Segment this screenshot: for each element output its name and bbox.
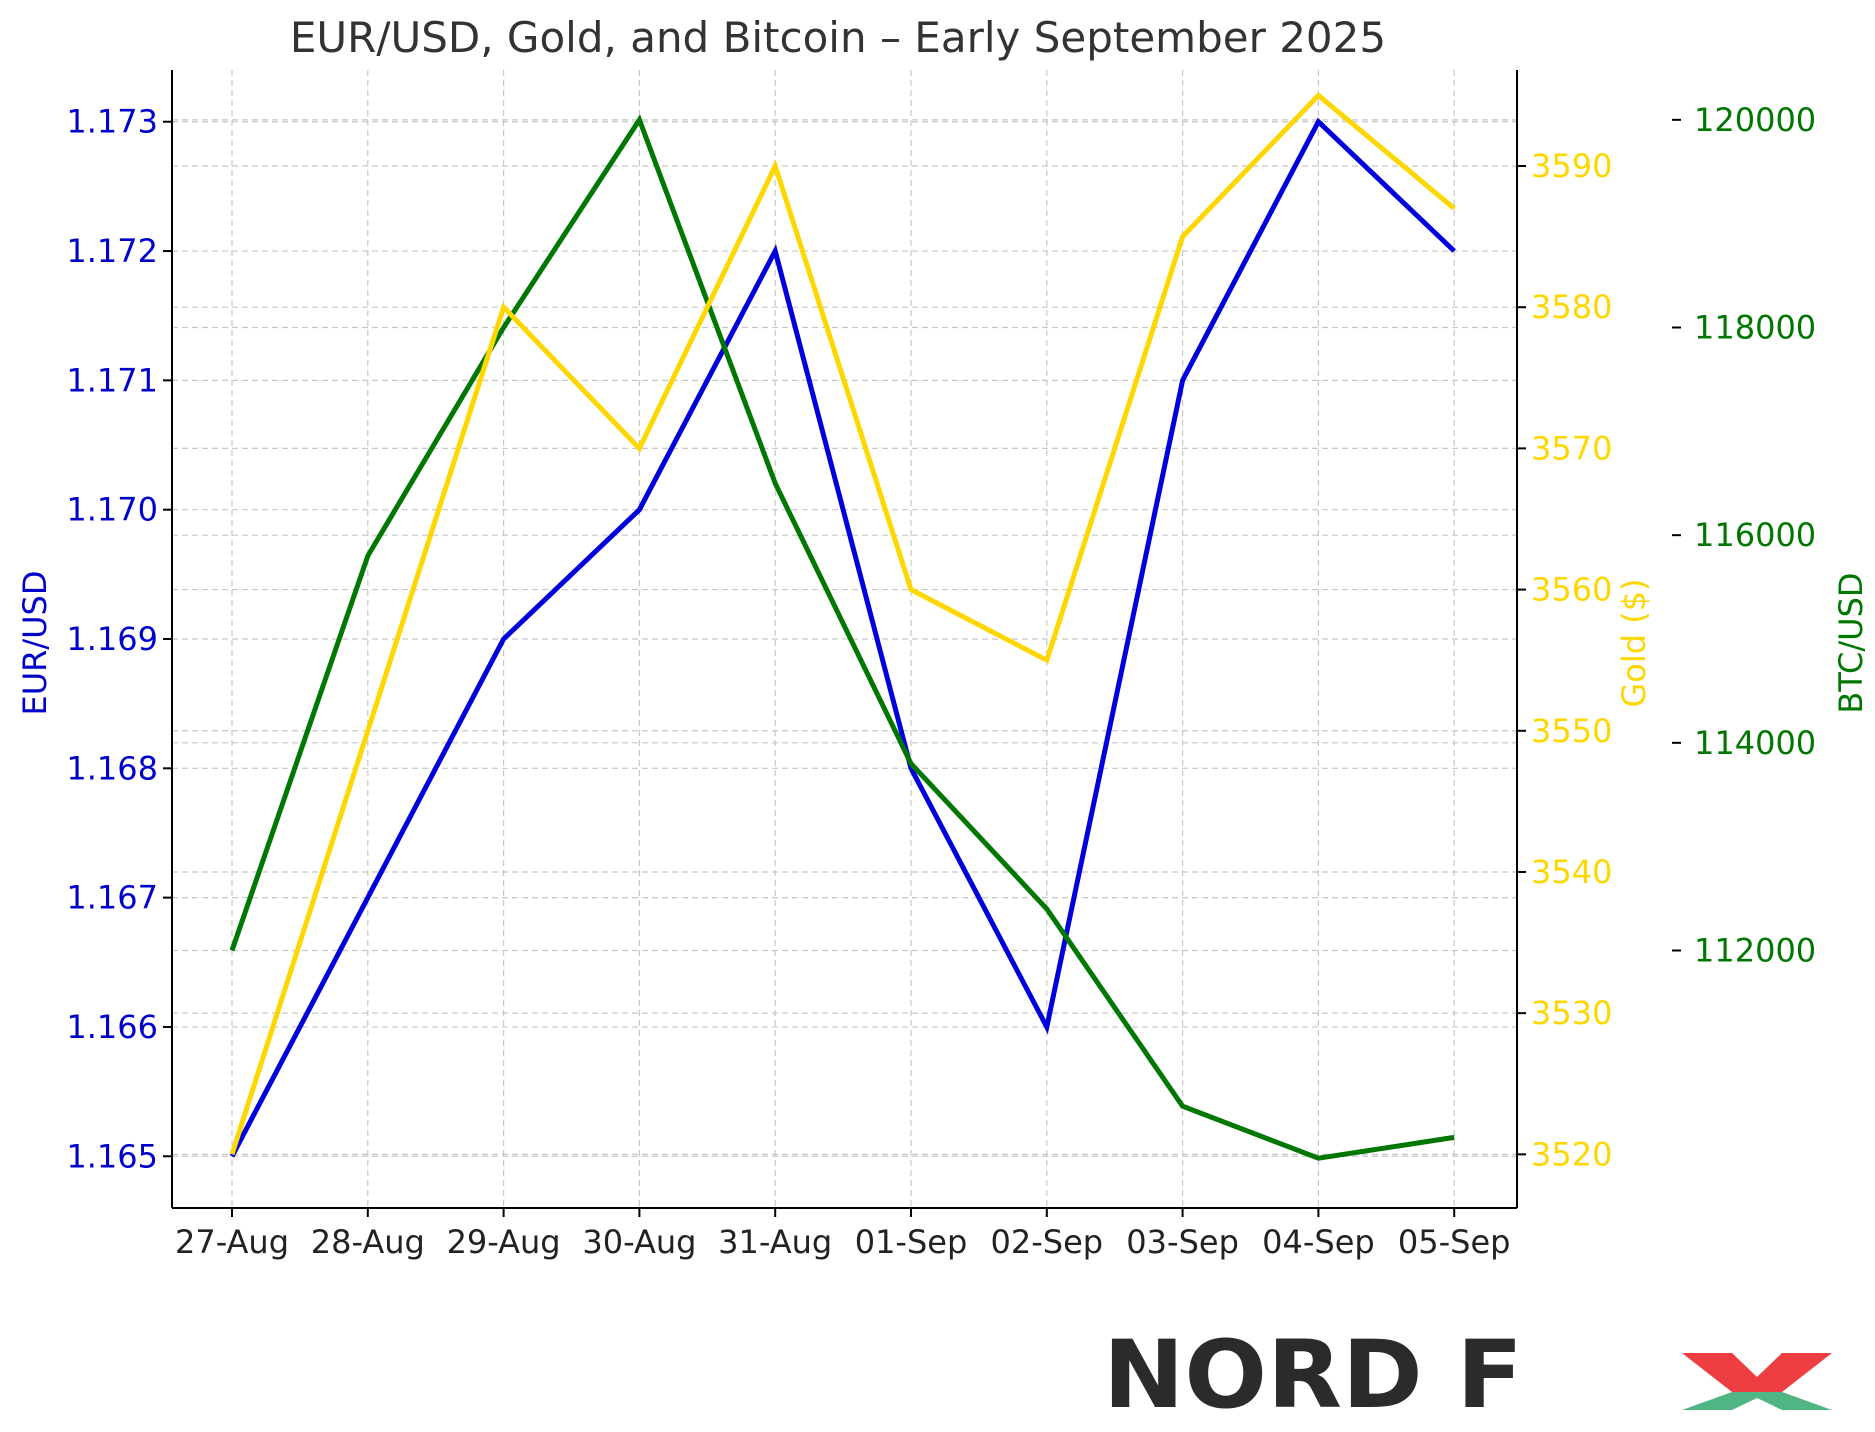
y-tick-label-gold: 3560	[1531, 571, 1612, 609]
x-tick-label: 29-Aug	[447, 1223, 561, 1261]
axes	[163, 70, 1681, 1217]
x-tick-label: 27-Aug	[175, 1223, 289, 1261]
y-tick-label-gold: 3530	[1531, 994, 1612, 1032]
y-axis-label-btc: BTC/USD	[1832, 572, 1870, 713]
y-tick-label-btc: 114000	[1694, 724, 1816, 762]
x-tick-label: 31-Aug	[718, 1223, 832, 1261]
series-lines	[229, 91, 1456, 1161]
y-tick-label-gold: 3520	[1531, 1135, 1612, 1173]
y-tick-label-gold: 3580	[1531, 288, 1612, 326]
nordfx-logo: NORD F	[1103, 1321, 1832, 1430]
y-tick-label-btc: 116000	[1694, 516, 1816, 554]
y-tick-label-eurusd: 1.170	[66, 491, 158, 529]
y-tick-label-btc: 112000	[1694, 931, 1816, 969]
x-tick-label: 04-Sep	[1262, 1223, 1375, 1261]
y-axis-label-gold: Gold ($)	[1615, 578, 1653, 707]
x-tick-label: 02-Sep	[991, 1223, 1104, 1261]
series-line-btc	[229, 114, 1455, 1161]
x-tick-label: 05-Sep	[1398, 1223, 1511, 1261]
y-axis-label-eurusd: EUR/USD	[16, 570, 54, 715]
y-tick-label-btc: 118000	[1694, 309, 1816, 347]
y-tick-label-eurusd: 1.169	[66, 620, 158, 658]
series-line-gold	[229, 91, 1456, 1156]
tick-labels: 27-Aug 28-Aug 29-Aug 30-Aug 31-Aug 01-Sep 02-S…	[66, 101, 1816, 1261]
x-tick-label: 30-Aug	[582, 1223, 696, 1261]
x-tick-label: 01-Sep	[855, 1223, 968, 1261]
logo-x-bottom	[1682, 1392, 1832, 1410]
gridlines	[172, 70, 1517, 1208]
y-tick-label-eurusd: 1.168	[66, 749, 158, 787]
y-tick-label-gold: 3590	[1531, 147, 1612, 185]
logo-x-top	[1682, 1353, 1832, 1392]
y-tick-label-eurusd: 1.166	[66, 1008, 158, 1046]
y-tick-label-gold: 3550	[1531, 712, 1612, 750]
y-tick-label-gold: 3570	[1531, 429, 1612, 467]
y-tick-label-eurusd: 1.173	[66, 103, 158, 141]
x-tick-label: 03-Sep	[1126, 1223, 1239, 1261]
chart-title: EUR/USD, Gold, and Bitcoin – Early Septe…	[290, 13, 1386, 62]
y-tick-label-eurusd: 1.171	[66, 361, 158, 399]
x-tick-label: 28-Aug	[311, 1223, 425, 1261]
y-tick-label-eurusd: 1.165	[66, 1137, 158, 1175]
svg-text:NORD F: NORD F	[1103, 1321, 1523, 1430]
y-tick-label-eurusd: 1.167	[66, 879, 158, 917]
y-tick-label-btc: 120000	[1694, 101, 1816, 139]
y-tick-label-eurusd: 1.172	[66, 232, 158, 270]
series-line-eurusd	[229, 117, 1456, 1158]
y-tick-label-gold: 3540	[1531, 853, 1612, 891]
